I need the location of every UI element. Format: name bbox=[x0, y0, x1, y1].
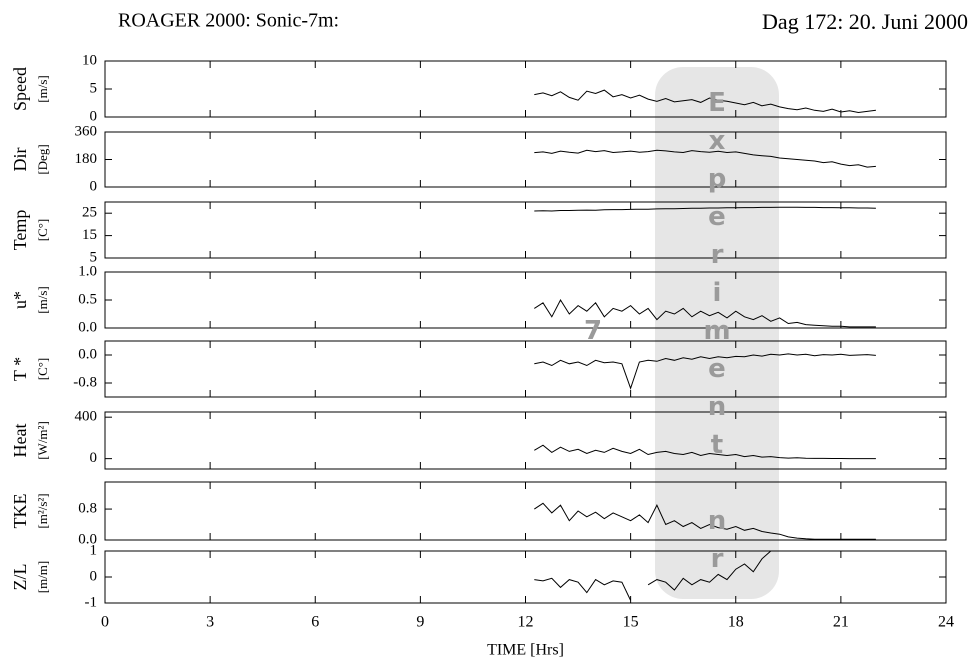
y-tick-label: 5 bbox=[90, 80, 98, 96]
x-tick-label: 24 bbox=[938, 614, 954, 631]
data-line bbox=[534, 502, 876, 540]
data-line bbox=[534, 550, 772, 601]
title-right: Dag 172: 20. Juni 2000 bbox=[762, 9, 968, 34]
y-tick-label: 360 bbox=[75, 123, 98, 139]
y-tick-label: 0 bbox=[90, 568, 98, 584]
x-tick-label: 21 bbox=[833, 614, 849, 631]
y-axis-unit: [m/s] bbox=[35, 75, 50, 102]
x-tick-label: 0 bbox=[101, 614, 109, 631]
y-axis-label: Heat bbox=[10, 424, 30, 458]
y-tick-label: 0.8 bbox=[78, 501, 97, 517]
panel-frame bbox=[104, 550, 947, 604]
x-tick-label: 12 bbox=[518, 614, 534, 631]
x-tick-label: 18 bbox=[728, 614, 744, 631]
title-left: ROAGER 2000: Sonic-7m: bbox=[118, 10, 339, 32]
y-tick-label: 0 bbox=[90, 108, 98, 124]
panel-frame bbox=[104, 271, 947, 329]
data-line bbox=[534, 444, 876, 460]
data-line bbox=[534, 149, 876, 168]
y-tick-label: 400 bbox=[75, 409, 98, 425]
panel-frame bbox=[104, 481, 947, 541]
panel-frame bbox=[104, 201, 947, 259]
y-axis-label: Speed bbox=[10, 67, 30, 111]
y-tick-label: 0.0 bbox=[78, 531, 97, 547]
y-axis-label: T * bbox=[10, 357, 30, 381]
watermark-box bbox=[655, 67, 779, 599]
y-axis-unit: [C°] bbox=[35, 358, 50, 381]
y-axis-label: Dir bbox=[10, 148, 30, 172]
data-line bbox=[534, 206, 876, 212]
panel-frame bbox=[104, 60, 947, 118]
y-tick-label: -1 bbox=[85, 594, 98, 610]
y-tick-label: 5 bbox=[90, 249, 98, 265]
y-tick-label: 0 bbox=[90, 178, 98, 194]
y-axis-label: Z/L bbox=[10, 564, 30, 591]
y-tick-label: 25 bbox=[82, 205, 97, 221]
x-tick-label: 6 bbox=[311, 614, 319, 631]
y-axis-unit: [Deg] bbox=[35, 144, 50, 174]
y-axis-unit: [m²/s²] bbox=[35, 493, 50, 528]
panel-frame bbox=[104, 131, 947, 188]
panel-frame bbox=[104, 340, 947, 398]
y-tick-label: 180 bbox=[75, 151, 98, 167]
y-axis-label: Temp bbox=[10, 210, 30, 251]
x-tick-label: 3 bbox=[206, 614, 214, 631]
y-axis-label: TKE bbox=[10, 494, 30, 529]
x-tick-label: 15 bbox=[623, 614, 639, 631]
y-tick-label: 0.0 bbox=[78, 319, 97, 335]
y-tick-label: 15 bbox=[82, 227, 97, 243]
y-tick-label: 1.0 bbox=[78, 263, 97, 279]
y-axis-unit: [W/m²] bbox=[35, 421, 50, 460]
data-line bbox=[534, 298, 876, 328]
x-tick-label: 9 bbox=[416, 614, 424, 631]
y-tick-label: 10 bbox=[82, 52, 97, 68]
y-tick-label: -0.8 bbox=[73, 374, 97, 390]
data-line bbox=[534, 353, 876, 390]
y-tick-label: 0 bbox=[90, 450, 98, 466]
y-axis-label: u* bbox=[10, 291, 30, 309]
x-axis-label: TIME [Hrs] bbox=[487, 642, 564, 659]
y-axis-unit: [C°] bbox=[35, 219, 50, 242]
data-line bbox=[534, 89, 876, 114]
y-axis-unit: [m/m] bbox=[35, 561, 50, 594]
panel-frame bbox=[104, 411, 947, 470]
y-axis-unit: [m/s] bbox=[35, 286, 50, 313]
y-tick-label: 1 bbox=[90, 542, 98, 558]
y-tick-label: 0.0 bbox=[78, 346, 97, 362]
watermark: Experiment nr 7 bbox=[578, 88, 732, 582]
y-tick-label: 0.5 bbox=[78, 291, 97, 307]
